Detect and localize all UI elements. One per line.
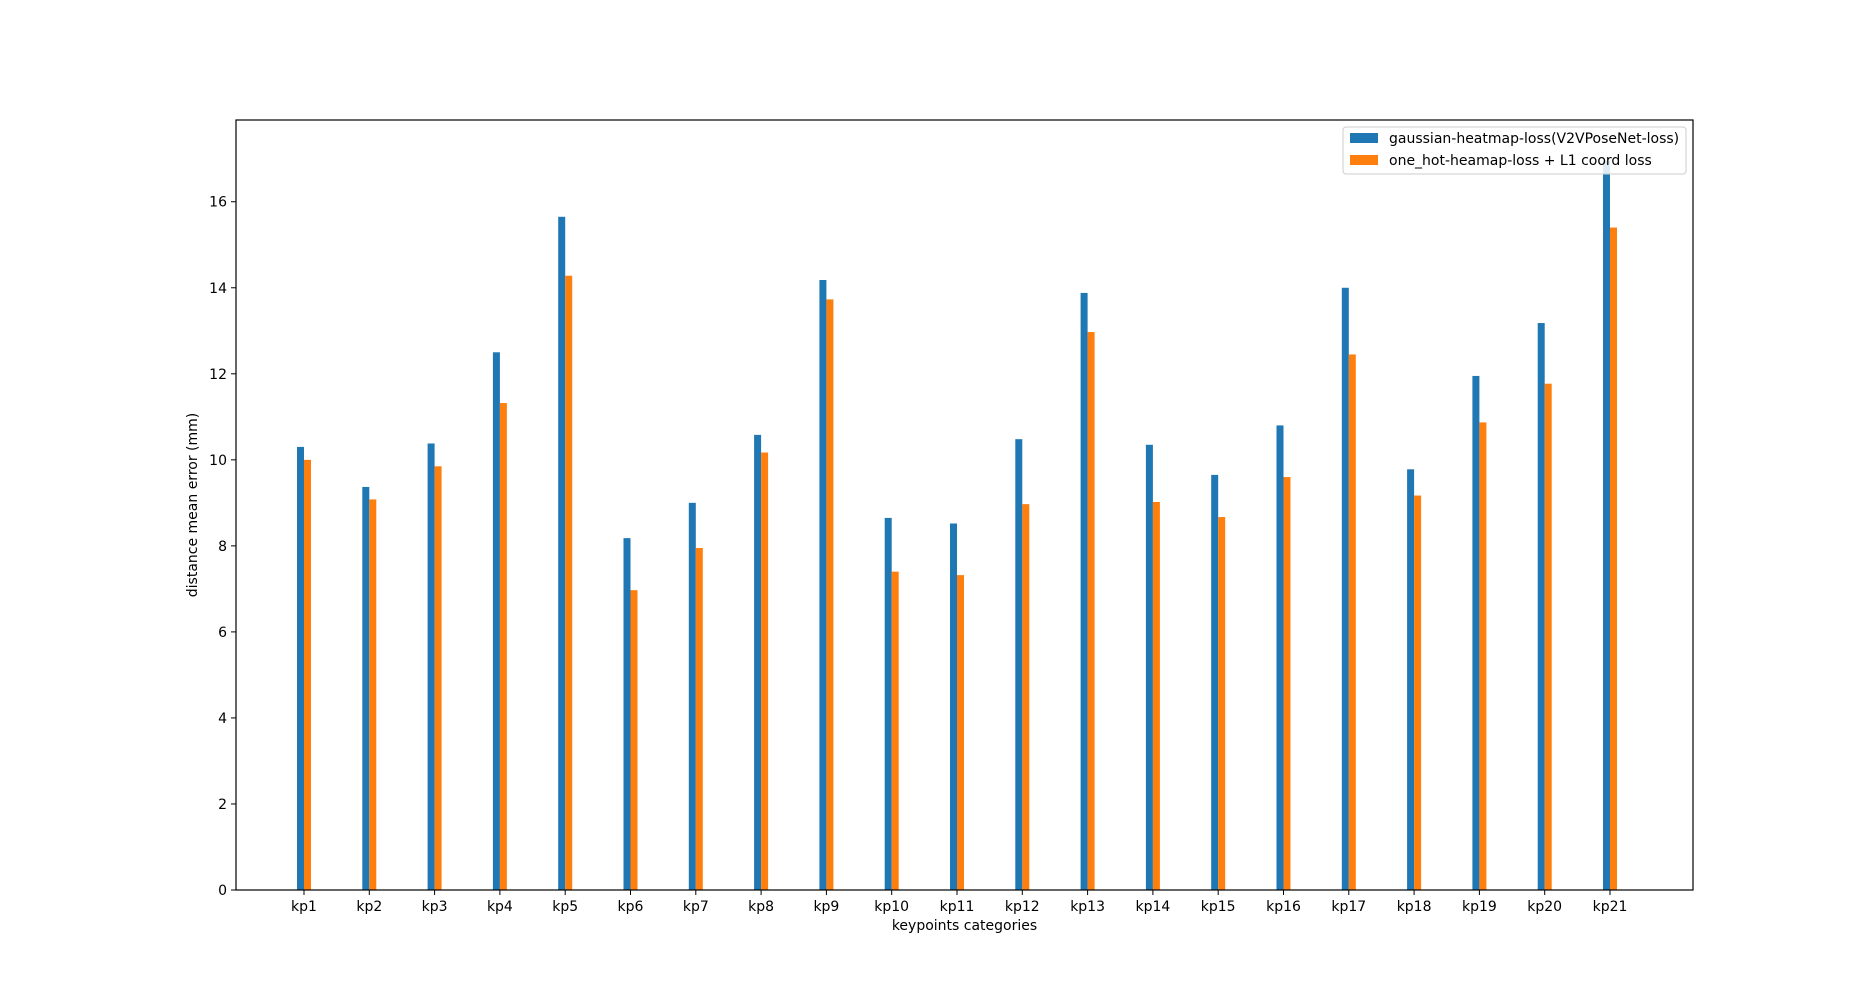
legend-label-one-hot: one_hot-heamap-loss + L1 coord loss xyxy=(1389,153,1652,169)
x-tick-label-kp11: kp11 xyxy=(940,899,975,915)
y-tick-label-10: 10 xyxy=(209,453,227,469)
x-tick-label-kp18: kp18 xyxy=(1397,899,1432,915)
x-tick-label-kp12: kp12 xyxy=(1005,899,1040,915)
y-tick-label-14: 14 xyxy=(209,281,227,297)
bar-gaussian-kp10 xyxy=(884,517,892,890)
bar-one-hot-kp10 xyxy=(891,571,899,890)
x-tick-label-kp1: kp1 xyxy=(291,899,317,915)
bar-one-hot-kp8 xyxy=(761,452,769,890)
bar-gaussian-kp7 xyxy=(688,502,696,890)
bar-gaussian-kp19 xyxy=(1472,375,1480,890)
bar-gaussian-kp16 xyxy=(1276,425,1284,890)
x-axis-label: keypoints categories xyxy=(892,918,1037,934)
legend-swatch-one-hot xyxy=(1350,155,1378,165)
legend: gaussian-heatmap-loss(V2VPoseNet-loss) o… xyxy=(1342,126,1687,175)
bar-one-hot-kp14 xyxy=(1152,501,1160,890)
bar-one-hot-kp2 xyxy=(369,499,377,890)
bar-one-hot-kp20 xyxy=(1544,383,1552,890)
legend-swatch-gaussian xyxy=(1350,133,1378,143)
bar-one-hot-kp16 xyxy=(1283,477,1291,890)
bar-gaussian-kp11 xyxy=(950,523,957,890)
y-tick-label-8: 8 xyxy=(218,539,227,555)
bar-one-hot-kp15 xyxy=(1218,517,1226,890)
y-tick-label-6: 6 xyxy=(218,625,227,641)
y-tick-label-4: 4 xyxy=(218,711,227,727)
bar-one-hot-kp3 xyxy=(434,466,442,890)
bar-one-hot-kp12 xyxy=(1022,504,1030,890)
x-tick-label-kp17: kp17 xyxy=(1331,899,1366,915)
y-tick-label-16: 16 xyxy=(209,195,227,211)
bar-one-hot-kp6 xyxy=(630,590,638,890)
bar-gaussian-kp12 xyxy=(1015,439,1023,890)
bar-one-hot-kp19 xyxy=(1479,422,1487,890)
legend-box xyxy=(1342,126,1687,175)
bar-gaussian-kp18 xyxy=(1407,469,1415,890)
bar-gaussian-kp21 xyxy=(1603,160,1610,891)
x-tick-label-kp2: kp2 xyxy=(356,899,382,915)
x-tick-label-kp7: kp7 xyxy=(683,899,709,915)
x-tick-label-kp15: kp15 xyxy=(1201,899,1236,915)
bar-gaussian-kp6 xyxy=(623,538,631,890)
bar-gaussian-kp9 xyxy=(819,280,827,890)
bar-one-hot-kp13 xyxy=(1087,332,1095,890)
x-tick-label-kp20: kp20 xyxy=(1527,899,1562,915)
x-tick-label-kp5: kp5 xyxy=(552,899,578,915)
bar-gaussian-kp14 xyxy=(1145,444,1153,890)
bar-one-hot-kp11 xyxy=(957,575,964,890)
y-axis-ticks: 0 2 4 6 8 10 12 14 16 xyxy=(209,195,236,899)
legend-label-gaussian: gaussian-heatmap-loss(V2VPoseNet-loss) xyxy=(1389,131,1679,147)
x-tick-label-kp10: kp10 xyxy=(874,899,909,915)
bar-one-hot-kp21 xyxy=(1610,227,1617,891)
bar-one-hot-kp18 xyxy=(1414,495,1422,890)
bar-gaussian-kp17 xyxy=(1341,287,1349,890)
x-tick-label-kp3: kp3 xyxy=(422,899,448,915)
x-tick-label-kp19: kp19 xyxy=(1462,899,1497,915)
y-tick-label-12: 12 xyxy=(209,367,227,383)
y-tick-label-2: 2 xyxy=(218,797,227,813)
bar-one-hot-kp7 xyxy=(695,548,703,890)
x-tick-label-kp16: kp16 xyxy=(1266,899,1301,915)
x-tick-label-kp13: kp13 xyxy=(1070,899,1105,915)
bar-gaussian-kp15 xyxy=(1211,474,1219,890)
bar-one-hot-kp17 xyxy=(1348,354,1356,890)
bar-gaussian-kp1 xyxy=(297,446,304,890)
bar-one-hot-kp5 xyxy=(565,275,573,890)
x-axis-ticks: kp1 kp2 kp3 kp4 kp5 kp6 kp7 kp8 kp9 kp10 kp11 kp12 k… xyxy=(291,890,1627,915)
bar-gaussian-kp4 xyxy=(492,352,500,890)
x-tick-label-kp14: kp14 xyxy=(1135,899,1170,915)
plot-frame xyxy=(235,119,1694,891)
bar-gaussian-kp20 xyxy=(1537,323,1545,891)
bar-gaussian-kp3 xyxy=(427,443,435,890)
bar-one-hot-kp1 xyxy=(304,459,311,890)
bar-one-hot-kp4 xyxy=(499,403,507,890)
bar-gaussian-kp5 xyxy=(558,216,566,890)
bar-gaussian-kp13 xyxy=(1080,292,1088,890)
bar-gaussian-kp8 xyxy=(754,434,762,890)
bars-layer xyxy=(297,160,1617,891)
y-tick-label-0: 0 xyxy=(218,883,227,899)
x-tick-label-kp8: kp8 xyxy=(748,899,774,915)
x-tick-label-kp21: kp21 xyxy=(1593,899,1628,915)
x-tick-label-kp4: kp4 xyxy=(487,899,513,915)
bar-one-hot-kp9 xyxy=(826,299,834,890)
y-axis-label: distance mean error (mm) xyxy=(185,413,201,597)
bar-gaussian-kp2 xyxy=(362,486,370,890)
x-tick-label-kp9: kp9 xyxy=(813,899,839,915)
x-tick-label-kp6: kp6 xyxy=(618,899,644,915)
